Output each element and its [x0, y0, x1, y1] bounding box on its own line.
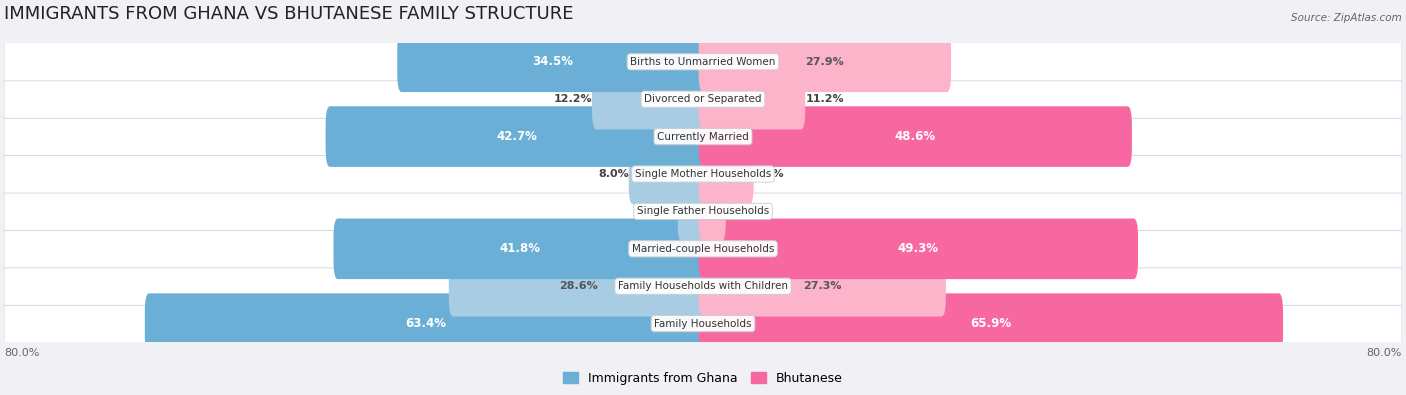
FancyBboxPatch shape	[678, 181, 707, 242]
FancyBboxPatch shape	[699, 293, 1284, 354]
FancyBboxPatch shape	[4, 305, 1402, 343]
FancyBboxPatch shape	[4, 43, 1402, 81]
Text: IMMIGRANTS FROM GHANA VS BHUTANESE FAMILY STRUCTURE: IMMIGRANTS FROM GHANA VS BHUTANESE FAMIL…	[4, 4, 574, 23]
FancyBboxPatch shape	[699, 144, 754, 204]
Text: 41.8%: 41.8%	[501, 242, 541, 255]
FancyBboxPatch shape	[449, 256, 707, 316]
Text: 27.9%: 27.9%	[806, 57, 844, 67]
Text: 8.0%: 8.0%	[598, 169, 628, 179]
Text: 48.6%: 48.6%	[894, 130, 936, 143]
Text: 27.3%: 27.3%	[803, 281, 841, 291]
FancyBboxPatch shape	[326, 106, 707, 167]
FancyBboxPatch shape	[699, 256, 946, 316]
FancyBboxPatch shape	[699, 181, 725, 242]
Text: 11.2%: 11.2%	[806, 94, 844, 104]
Text: Family Households with Children: Family Households with Children	[619, 281, 787, 291]
Text: Single Father Households: Single Father Households	[637, 207, 769, 216]
Text: 34.5%: 34.5%	[531, 55, 572, 68]
FancyBboxPatch shape	[628, 144, 707, 204]
Text: 42.7%: 42.7%	[496, 130, 537, 143]
Text: Married-couple Households: Married-couple Households	[631, 244, 775, 254]
FancyBboxPatch shape	[4, 192, 1402, 231]
Text: Source: ZipAtlas.com: Source: ZipAtlas.com	[1291, 13, 1402, 23]
FancyBboxPatch shape	[699, 69, 806, 130]
FancyBboxPatch shape	[398, 32, 707, 92]
FancyBboxPatch shape	[699, 106, 1132, 167]
FancyBboxPatch shape	[4, 80, 1402, 118]
Legend: Immigrants from Ghana, Bhutanese: Immigrants from Ghana, Bhutanese	[558, 367, 848, 390]
Text: Currently Married: Currently Married	[657, 132, 749, 141]
FancyBboxPatch shape	[592, 69, 707, 130]
FancyBboxPatch shape	[4, 118, 1402, 156]
Text: Divorced or Separated: Divorced or Separated	[644, 94, 762, 104]
FancyBboxPatch shape	[4, 267, 1402, 305]
FancyBboxPatch shape	[145, 293, 707, 354]
Text: 2.1%: 2.1%	[725, 207, 756, 216]
FancyBboxPatch shape	[4, 230, 1402, 268]
FancyBboxPatch shape	[4, 155, 1402, 193]
FancyBboxPatch shape	[699, 32, 950, 92]
Text: 5.3%: 5.3%	[754, 169, 785, 179]
Text: 49.3%: 49.3%	[898, 242, 939, 255]
Text: 80.0%: 80.0%	[4, 348, 39, 358]
Text: 63.4%: 63.4%	[405, 317, 447, 330]
Text: Family Households: Family Households	[654, 319, 752, 329]
Text: 2.4%: 2.4%	[647, 207, 678, 216]
Text: Single Mother Households: Single Mother Households	[636, 169, 770, 179]
Text: 65.9%: 65.9%	[970, 317, 1011, 330]
FancyBboxPatch shape	[333, 218, 707, 279]
FancyBboxPatch shape	[699, 218, 1137, 279]
Text: Births to Unmarried Women: Births to Unmarried Women	[630, 57, 776, 67]
Text: 80.0%: 80.0%	[1367, 348, 1402, 358]
Text: 12.2%: 12.2%	[554, 94, 592, 104]
Text: 28.6%: 28.6%	[558, 281, 598, 291]
